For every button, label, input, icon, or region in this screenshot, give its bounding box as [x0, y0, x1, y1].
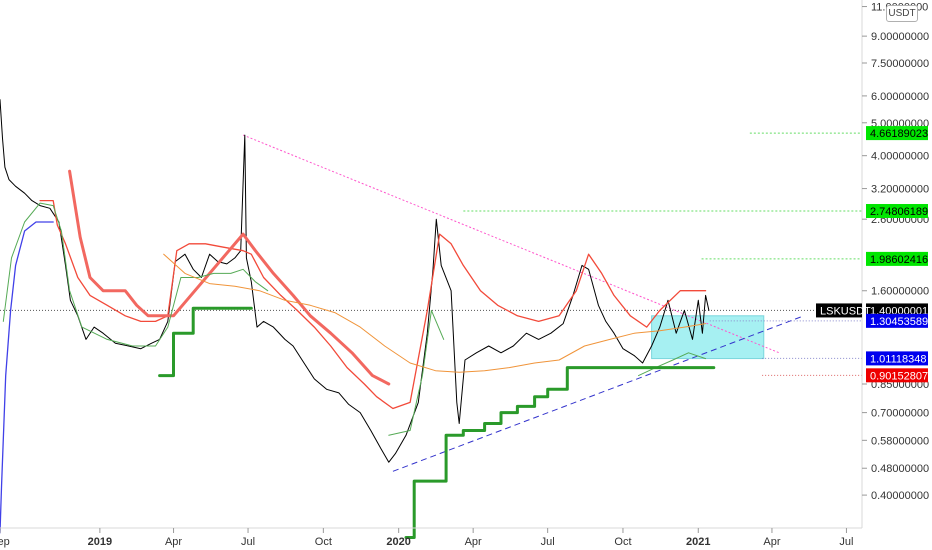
symbol-tag-label-3: LSKUSDT — [820, 305, 871, 317]
price-tag-bg-4 — [866, 313, 928, 328]
y-tick-label-6: 3.20000000 — [871, 184, 929, 196]
y-tick-label-1: 9.00000000 — [871, 31, 929, 43]
y-tick-label-12: 0.48000000 — [871, 463, 929, 475]
x-tick-label-6: Apr — [465, 536, 482, 548]
trendline-1 — [392, 315, 805, 472]
price-tag-label-6: 0.90152807 — [870, 370, 928, 382]
x-tick-label-8: Oct — [614, 536, 631, 548]
price-tag-bg-5 — [866, 351, 928, 366]
series-moving_average — [163, 253, 707, 373]
trendlines-layer — [242, 134, 805, 472]
y-tick-label-5: 4.00000000 — [871, 151, 929, 163]
price-tag-label-4: 1.30453589 — [870, 316, 928, 328]
x-tick-label-11: Jul — [839, 536, 853, 548]
price-tag-label-0: 4.66189023 — [870, 128, 928, 140]
series-blue_line — [0, 221, 54, 534]
horizontal-lines-layer — [0, 132, 862, 376]
price-tag-bg-2 — [866, 251, 928, 266]
y-tick-label-13: 0.40000000 — [871, 490, 929, 502]
series-price — [0, 99, 710, 463]
x-tick-label-0: Sep — [0, 536, 10, 548]
series-support_step_2 — [404, 366, 716, 539]
price-tag-label-2: 1.98602416 — [870, 254, 928, 266]
price-tag-bg-0 — [866, 126, 928, 141]
price-tag-bg-6 — [866, 368, 928, 383]
series-lower_band_3 — [638, 352, 707, 377]
price-tag-label-5: 1.01118348 — [870, 353, 926, 365]
x-tick-label-1: 2019 — [88, 536, 112, 548]
x-tick-label-2: Apr — [165, 536, 182, 548]
symbol-tag-bg-3 — [816, 303, 862, 318]
series-layer — [0, 99, 716, 539]
price-tag-label-1: 2.74806189 — [870, 206, 928, 218]
series-upper_band — [39, 199, 707, 410]
series-support_step — [158, 306, 253, 378]
y-tick-label-8: 1.60000000 — [871, 286, 929, 298]
y-tick-label-2: 7.50000000 — [871, 58, 929, 70]
x-tick-label-10: Apr — [763, 536, 780, 548]
x-tick-label-4: Oct — [315, 536, 332, 548]
time-axis[interactable]: Sep 2019 Apr Jul Oct 2020 Apr Jul Oct 2021 Apr Jul — [0, 528, 853, 548]
y-tick-label-11: 0.58000000 — [871, 435, 929, 447]
range-box — [651, 315, 765, 360]
trendline-0 — [242, 134, 780, 354]
currency-badge[interactable]: USDT — [886, 5, 918, 22]
x-tick-label-9: 2021 — [686, 536, 710, 548]
x-tick-label-5: 2020 — [386, 536, 410, 548]
series-stepped_upper — [68, 169, 391, 386]
series-lower_band — [2, 202, 269, 347]
series-lower_band_2 — [388, 309, 445, 436]
price-tags-layer: 4.661890232.748061891.986024161.40000001… — [816, 126, 928, 383]
y-tick-label-3: 6.00000000 — [871, 91, 929, 103]
range-box-layer — [651, 315, 765, 360]
x-tick-label-7: Jul — [541, 536, 555, 548]
x-tick-label-3: Jul — [241, 536, 255, 548]
price-tag-bg-1 — [866, 204, 928, 219]
y-tick-label-10: 0.70000000 — [871, 408, 929, 420]
